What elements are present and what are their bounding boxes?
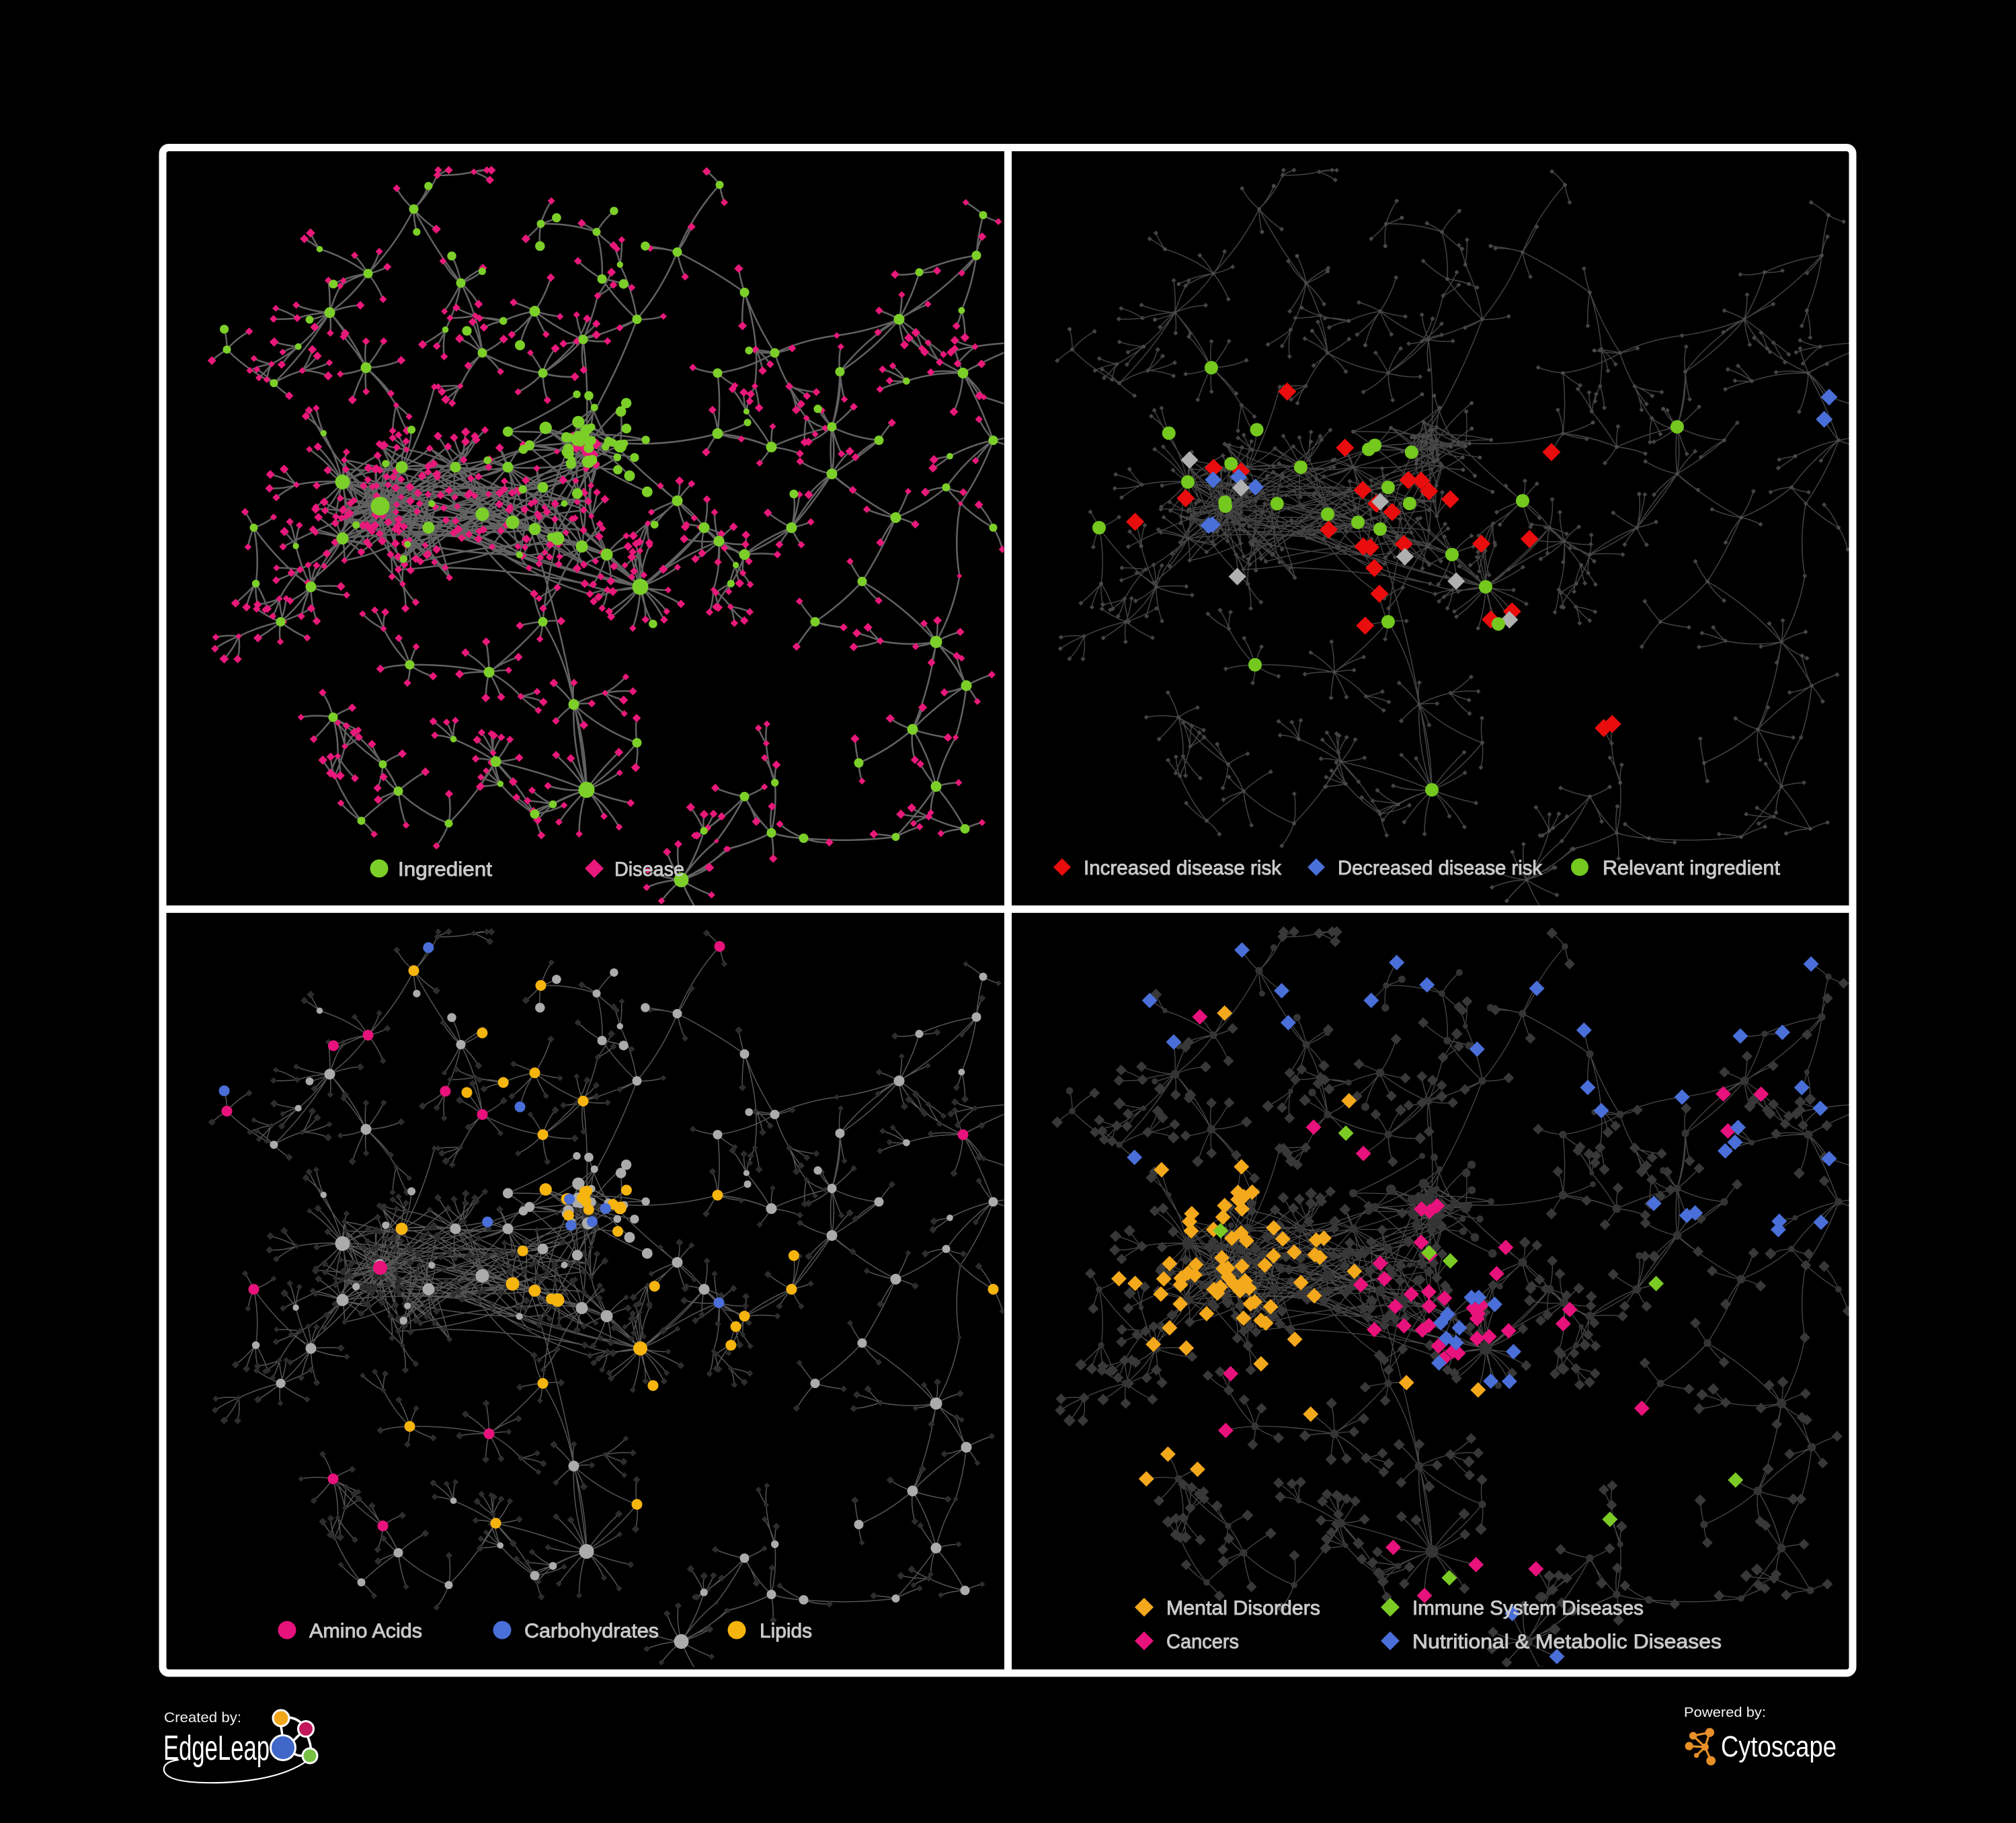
svg-text:Lipids: Lipids	[760, 1620, 812, 1642]
svg-text:Cytoscape: Cytoscape	[1721, 1730, 1837, 1763]
svg-text:Ingredient: Ingredient	[398, 858, 493, 881]
svg-text:Amino Acids: Amino Acids	[309, 1620, 422, 1642]
svg-text:Powered by:: Powered by:	[1684, 1705, 1766, 1720]
svg-text:Disease: Disease	[614, 858, 684, 881]
svg-text:Immune System Diseases: Immune System Diseases	[1412, 1597, 1644, 1619]
svg-text:Decreased disease risk: Decreased disease risk	[1338, 857, 1543, 879]
svg-text:Relevant ingredient: Relevant ingredient	[1603, 857, 1781, 879]
svg-text:Cancers: Cancers	[1166, 1631, 1239, 1653]
svg-text:EdgeLeap: EdgeLeap	[163, 1729, 270, 1768]
svg-text:Increased disease risk: Increased disease risk	[1084, 857, 1282, 879]
svg-text:Nutritional & Metabolic Diseas: Nutritional & Metabolic Diseases	[1412, 1631, 1722, 1653]
svg-text:Carbohydrates: Carbohydrates	[524, 1620, 659, 1642]
svg-text:Mental Disorders: Mental Disorders	[1166, 1597, 1320, 1619]
svg-text:Created by:: Created by:	[164, 1710, 241, 1726]
